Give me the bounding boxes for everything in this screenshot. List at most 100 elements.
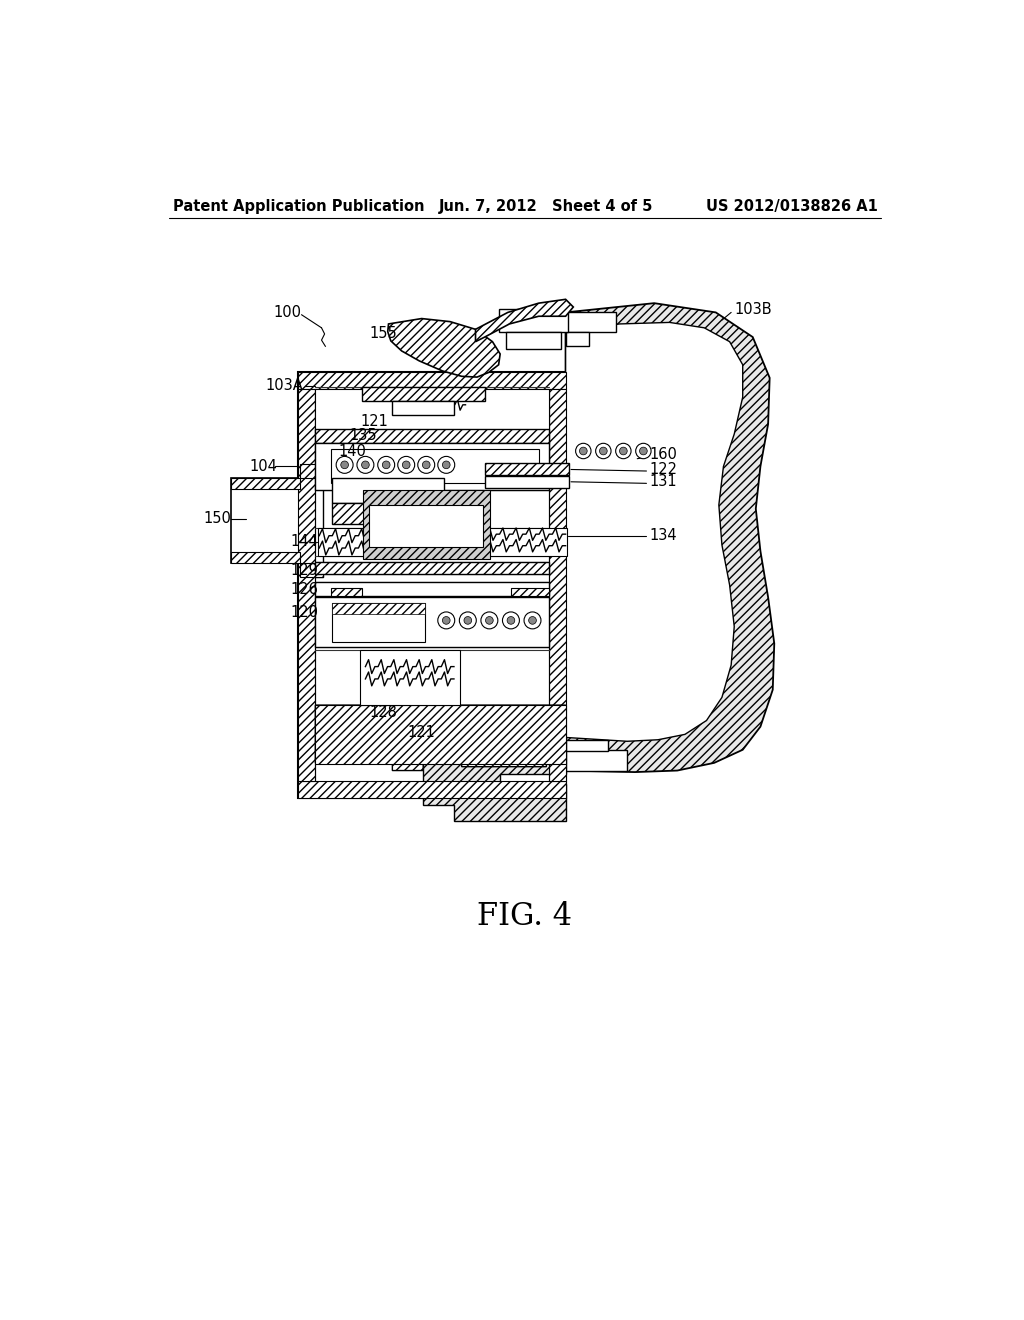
Text: 131: 131 bbox=[649, 474, 677, 490]
Bar bbox=[315, 429, 550, 444]
Bar bbox=[333, 603, 425, 642]
Circle shape bbox=[361, 461, 370, 469]
Bar bbox=[360, 649, 460, 705]
Bar bbox=[550, 389, 566, 780]
Text: FIG. 4: FIG. 4 bbox=[477, 902, 572, 932]
Circle shape bbox=[615, 444, 631, 459]
Bar bbox=[315, 582, 550, 595]
Text: 140: 140 bbox=[339, 444, 367, 458]
Circle shape bbox=[636, 444, 651, 459]
Bar bbox=[315, 389, 550, 432]
Bar bbox=[472, 528, 567, 556]
Polygon shape bbox=[475, 300, 573, 342]
Text: 129: 129 bbox=[291, 562, 318, 578]
Bar bbox=[484, 475, 569, 488]
Polygon shape bbox=[315, 705, 565, 771]
Text: 103B: 103B bbox=[734, 302, 772, 317]
Bar bbox=[230, 552, 300, 562]
Bar bbox=[565, 739, 608, 751]
Bar bbox=[565, 750, 628, 771]
Bar bbox=[298, 389, 315, 780]
Circle shape bbox=[599, 447, 607, 455]
Bar bbox=[300, 465, 323, 577]
Circle shape bbox=[422, 461, 430, 469]
Bar bbox=[298, 372, 566, 389]
Bar bbox=[565, 331, 589, 346]
Circle shape bbox=[438, 457, 455, 474]
Text: 100: 100 bbox=[273, 305, 301, 319]
Bar bbox=[499, 309, 568, 333]
Bar bbox=[364, 490, 490, 558]
Bar bbox=[361, 387, 484, 401]
Polygon shape bbox=[565, 304, 774, 772]
Bar bbox=[317, 528, 453, 556]
Circle shape bbox=[418, 457, 435, 474]
Bar bbox=[392, 401, 454, 414]
Circle shape bbox=[481, 612, 498, 628]
Circle shape bbox=[336, 457, 353, 474]
Text: 150: 150 bbox=[204, 511, 231, 527]
Bar bbox=[331, 589, 361, 595]
Text: Jun. 7, 2012   Sheet 4 of 5: Jun. 7, 2012 Sheet 4 of 5 bbox=[438, 198, 653, 214]
Bar bbox=[315, 562, 550, 574]
Bar bbox=[333, 603, 425, 614]
Circle shape bbox=[503, 612, 519, 628]
Bar bbox=[298, 372, 566, 797]
Bar bbox=[315, 705, 565, 763]
Text: 103A: 103A bbox=[265, 378, 303, 393]
Bar bbox=[370, 506, 483, 548]
Circle shape bbox=[464, 616, 472, 624]
Text: 121: 121 bbox=[408, 725, 435, 739]
Circle shape bbox=[528, 616, 537, 624]
Text: 160: 160 bbox=[649, 447, 678, 462]
Bar bbox=[333, 478, 444, 503]
Text: 104: 104 bbox=[250, 459, 278, 474]
Circle shape bbox=[378, 457, 394, 474]
Circle shape bbox=[397, 457, 415, 474]
Bar bbox=[315, 597, 550, 647]
Circle shape bbox=[580, 447, 587, 455]
Circle shape bbox=[357, 457, 374, 474]
Text: 134: 134 bbox=[649, 528, 677, 544]
Circle shape bbox=[507, 616, 515, 624]
Text: 121: 121 bbox=[360, 414, 388, 429]
Bar bbox=[230, 478, 300, 562]
Bar bbox=[331, 449, 539, 483]
Bar bbox=[506, 333, 561, 350]
Bar bbox=[315, 389, 550, 789]
Polygon shape bbox=[388, 318, 500, 378]
Bar bbox=[230, 478, 300, 488]
Polygon shape bbox=[565, 322, 742, 742]
Text: 120: 120 bbox=[291, 605, 318, 620]
Text: 128: 128 bbox=[370, 705, 397, 721]
Circle shape bbox=[341, 461, 348, 469]
Text: 155: 155 bbox=[370, 326, 397, 342]
Text: Patent Application Publication: Patent Application Publication bbox=[173, 198, 424, 214]
Text: US 2012/0138826 A1: US 2012/0138826 A1 bbox=[706, 198, 878, 214]
Text: 122: 122 bbox=[649, 462, 678, 477]
Bar bbox=[315, 444, 550, 490]
Bar bbox=[298, 780, 566, 797]
Bar bbox=[333, 503, 444, 524]
Bar bbox=[300, 465, 323, 478]
Circle shape bbox=[524, 612, 541, 628]
Text: 144: 144 bbox=[291, 535, 318, 549]
Bar bbox=[511, 589, 550, 595]
Circle shape bbox=[460, 612, 476, 628]
Bar bbox=[484, 462, 569, 475]
Text: 135: 135 bbox=[349, 428, 377, 444]
Circle shape bbox=[402, 461, 410, 469]
Circle shape bbox=[442, 616, 451, 624]
Circle shape bbox=[596, 444, 611, 459]
Circle shape bbox=[438, 612, 455, 628]
Circle shape bbox=[640, 447, 647, 455]
Polygon shape bbox=[423, 725, 565, 821]
Text: 126: 126 bbox=[291, 582, 318, 597]
Circle shape bbox=[620, 447, 628, 455]
Circle shape bbox=[485, 616, 494, 624]
Circle shape bbox=[575, 444, 591, 459]
Circle shape bbox=[382, 461, 390, 469]
Bar bbox=[300, 562, 323, 577]
Bar bbox=[565, 313, 615, 331]
Circle shape bbox=[442, 461, 451, 469]
